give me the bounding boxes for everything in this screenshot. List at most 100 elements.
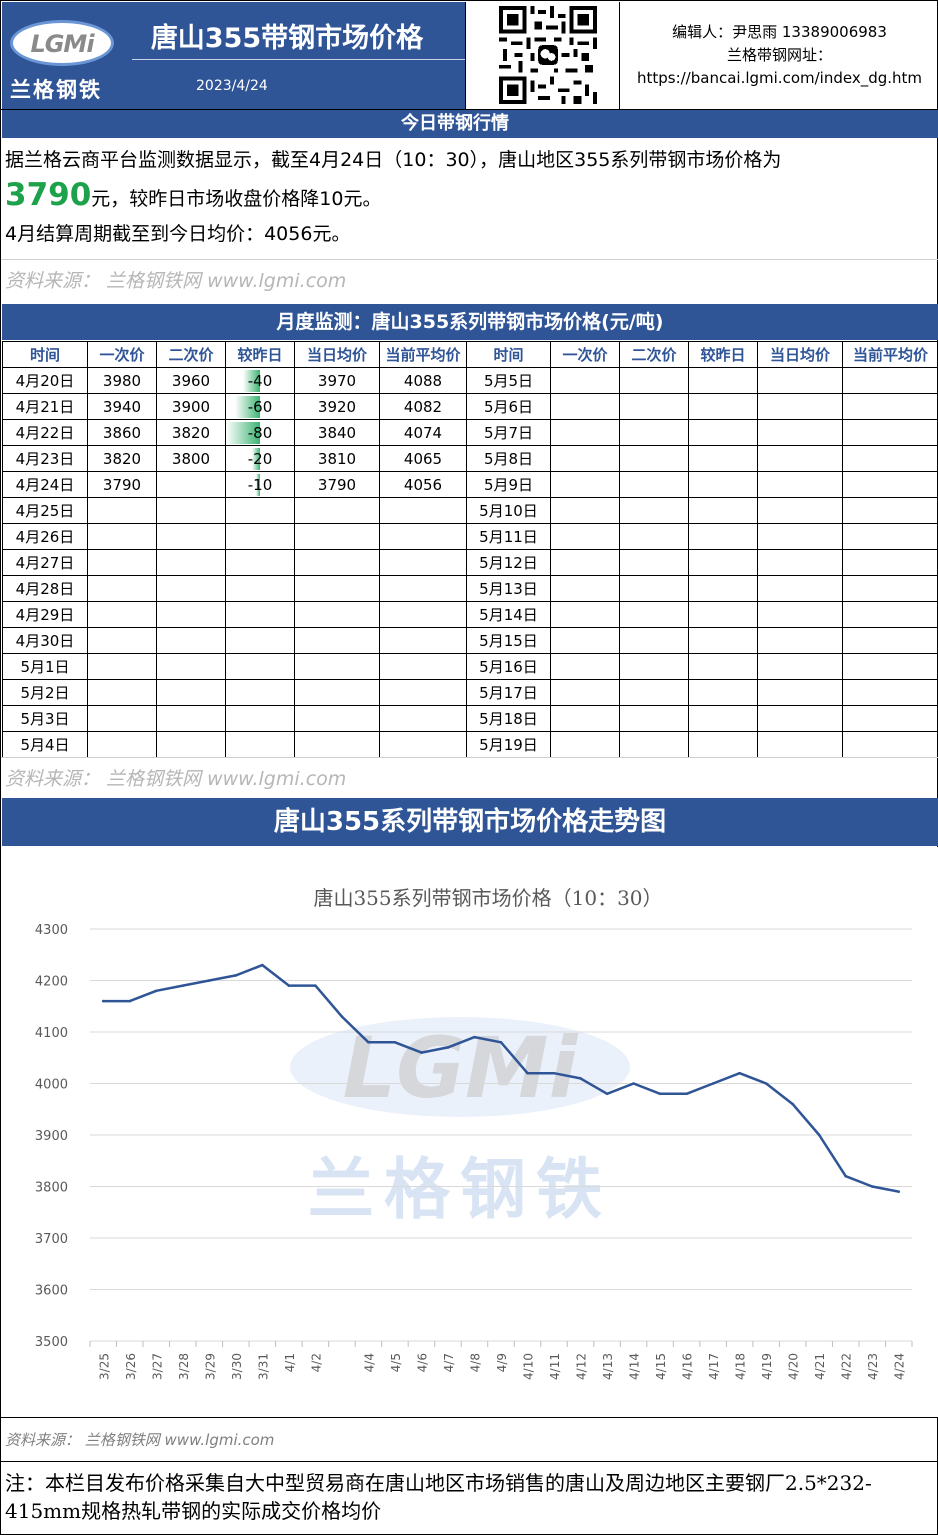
cell-d1: 4月24日 <box>2 471 88 498</box>
cell-avg <box>294 575 380 602</box>
empty-cell <box>842 653 938 680</box>
empty-cell <box>619 549 689 576</box>
cell-p1 <box>87 705 157 732</box>
cell-cur <box>379 549 467 576</box>
change-cell <box>225 497 295 524</box>
summary-line-1: 据兰格云商平台监测数据显示，截至4月24日（10：30），唐山地区355系列带钢… <box>5 149 782 171</box>
data-point <box>605 1092 609 1096</box>
empty-cell <box>550 601 620 628</box>
table-row: 4月26日 5月11日 <box>2 523 938 550</box>
col-header: 较昨日 <box>688 341 758 368</box>
data-point <box>791 1102 794 1106</box>
empty-cell <box>688 367 758 394</box>
watermark-cn-text: 兰格钢铁 <box>308 1150 612 1228</box>
editor-info: 编辑人：尹思雨 13389006983 兰格带钢网址： https://banc… <box>621 2 938 109</box>
x-tick-label: 4/9 <box>495 1353 509 1372</box>
monthly-price-table: 时间 一次价 二次价 较昨日 当日均价 当前平均价 时间 一次价 二次价 较昨日… <box>2 341 938 758</box>
change-value: -20 <box>247 449 273 468</box>
empty-cell <box>757 367 843 394</box>
price-change-text: 元，较昨日市场收盘价格降10元。 <box>91 188 382 210</box>
cell-d2: 5月8日 <box>466 445 551 472</box>
table-row: 4月30日 5月15日 <box>2 627 938 654</box>
empty-cell <box>757 419 843 446</box>
change-cell <box>225 601 295 628</box>
empty-cell <box>757 705 843 732</box>
empty-cell <box>842 679 938 706</box>
cell-p1 <box>87 575 157 602</box>
change-cell <box>225 523 295 550</box>
empty-cell <box>842 575 938 602</box>
header-banner: LGMi 兰格钢铁 唐山355带钢市场价格 2023/4/24 <box>2 2 465 109</box>
cell-p2: 3960 <box>156 367 226 394</box>
monthly-band-title: 月度监测：唐山355系列带钢市场价格(元/吨) <box>276 311 664 333</box>
logo-text: LGMi <box>30 30 94 58</box>
empty-cell <box>688 445 758 472</box>
cell-d2: 5月16日 <box>466 653 551 680</box>
data-point <box>897 1190 901 1193</box>
data-point <box>552 1071 556 1075</box>
cell-p1 <box>87 627 157 654</box>
empty-cell <box>842 523 938 550</box>
cell-d1: 5月2日 <box>2 679 88 706</box>
cell-cur: 4056 <box>379 471 467 498</box>
footnote: 注：本栏目发布价格采集自大中型贸易商在唐山地区市场销售的唐山及周边地区主要钢厂2… <box>5 1471 872 1523</box>
source-note: 资料来源： 兰格钢铁网 www.lgmi.com <box>5 270 347 292</box>
table-row: 4月27日 5月12日 <box>2 549 938 576</box>
empty-cell <box>757 575 843 602</box>
empty-cell <box>550 393 620 420</box>
data-point <box>711 1082 715 1085</box>
data-point <box>817 1133 821 1137</box>
data-point <box>526 1071 529 1075</box>
col-header: 一次价 <box>87 341 157 368</box>
table-row: 5月2日 5月17日 <box>2 679 938 706</box>
data-point <box>738 1071 741 1075</box>
cell-p2 <box>156 653 226 680</box>
data-point <box>579 1077 582 1080</box>
chart-svg: LGMi 兰格钢铁 唐山355系列带钢市场价格（10：30） 3500 3600 3700… <box>35 886 913 1380</box>
y-tick-label: 4100 <box>35 1026 68 1041</box>
cell-d1: 4月29日 <box>2 601 88 628</box>
cell-p1 <box>87 523 157 550</box>
site-url[interactable]: https://bancai.lgmi.com/index_dg.htm <box>636 69 923 87</box>
change-value: -60 <box>247 397 273 416</box>
cell-p1: 3980 <box>87 367 157 394</box>
empty-cell <box>842 601 938 628</box>
x-tick-label: 4/21 <box>813 1353 827 1380</box>
report-date: 2023/4/24 <box>196 78 268 94</box>
data-point <box>154 989 158 993</box>
change-value: -80 <box>247 423 273 442</box>
empty-cell <box>550 653 620 680</box>
empty-cell <box>688 419 758 446</box>
cell-cur <box>379 575 467 602</box>
empty-cell <box>842 419 938 446</box>
cell-avg: 3920 <box>294 393 380 420</box>
x-tick-label: 3/27 <box>150 1353 164 1380</box>
empty-cell <box>619 393 689 420</box>
summary-line-3: 4月结算周期截至到今日均价：4056元。 <box>5 223 351 245</box>
table-row: 4月28日 5月13日 <box>2 575 938 602</box>
empty-cell <box>550 419 620 446</box>
empty-cell <box>842 497 938 524</box>
x-tick-label: 3/31 <box>256 1353 270 1380</box>
table-row: 4月21日 3940 3900 -60 3920 4082 5月6日 <box>2 393 938 420</box>
empty-cell <box>619 471 689 498</box>
change-bar <box>255 474 260 496</box>
divider <box>1 757 938 758</box>
empty-cell <box>688 497 758 524</box>
price-trend-chart: LGMi 兰格钢铁 唐山355系列带钢市场价格（10：30） 3500 3600 3700… <box>2 847 938 1417</box>
empty-cell <box>619 679 689 706</box>
empty-cell <box>757 601 843 628</box>
today-band-title: 今日带钢行情 <box>401 113 509 134</box>
monthly-band: 月度监测：唐山355系列带钢市场价格(元/吨) <box>2 304 938 340</box>
cell-d2: 5月11日 <box>466 523 551 550</box>
col-header: 二次价 <box>619 341 689 368</box>
data-point <box>764 1082 768 1085</box>
x-tick-label: 4/15 <box>654 1353 668 1380</box>
empty-cell <box>757 679 843 706</box>
empty-cell <box>757 471 843 498</box>
divider <box>1 259 938 260</box>
cell-p1: 3790 <box>87 471 157 498</box>
data-point <box>393 1041 397 1044</box>
data-point <box>473 1035 476 1039</box>
table-row: 4月20日 3980 3960 -40 3970 4088 5月5日 <box>2 367 938 394</box>
